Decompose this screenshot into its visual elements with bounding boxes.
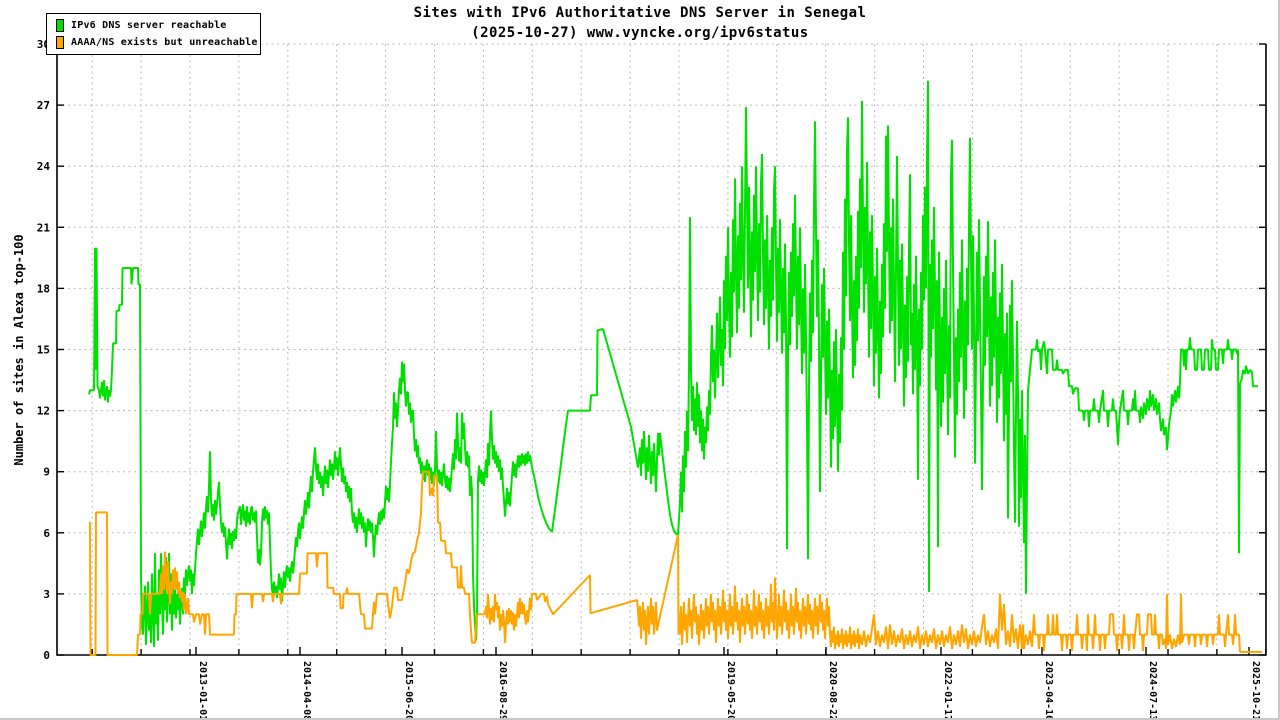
x-tick-label: 2016-08-29 — [497, 661, 508, 720]
legend-swatch-orange — [56, 36, 64, 49]
legend-label-reachable: IPv6 DNS server reachable — [71, 20, 227, 31]
x-tick-label: 2022-01-17 — [942, 661, 953, 720]
x-tick-label: 2015-06-20 — [403, 661, 414, 720]
x-tick-label: 2025-10-21 — [1250, 661, 1261, 720]
series-lines — [88, 80, 1262, 656]
y-tick-label: 27 — [37, 99, 50, 112]
x-tick-label: 2014-04-08 — [301, 661, 312, 720]
chart-subtitle: (2025-10-27) www.vyncke.org/ipv6status — [471, 25, 809, 41]
grid-lines — [57, 43, 1267, 655]
axes — [56, 43, 1267, 656]
x-tick-label: 2013-01-01 — [197, 661, 208, 720]
y-tick-label: 12 — [37, 405, 50, 418]
x-tick-label: 2020-08-22 — [827, 661, 838, 720]
y-tick-label: 6 — [43, 527, 50, 540]
series-unreachable — [89, 470, 1262, 656]
y-axis-title: Number of sites in Alexa top-100 — [12, 234, 26, 466]
x-tick-label: 2024-07-13 — [1147, 661, 1158, 720]
chart-title: Sites with IPv6 Authoritative DNS Server… — [413, 5, 867, 21]
y-tick-label: 24 — [37, 160, 51, 173]
y-tick-label: 9 — [43, 466, 50, 479]
y-tick-label: 21 — [37, 221, 51, 234]
series-reachable — [88, 80, 1258, 647]
legend-item-unreachable: AAAA/NS exists but unreachable — [47, 34, 260, 51]
y-tick-label: 3 — [43, 588, 50, 601]
y-tick-label: 18 — [37, 282, 50, 295]
legend-swatch-green — [56, 19, 64, 32]
legend-item-reachable: IPv6 DNS server reachable — [47, 17, 260, 34]
chart-header: Sites with IPv6 Authoritative DNS Server… — [0, 5, 1278, 41]
y-tick-label: 0 — [43, 649, 50, 662]
x-tick-label: 2019-05-20 — [725, 661, 736, 720]
legend: IPv6 DNS server reachable AAAA/NS exists… — [46, 13, 261, 55]
plot-border — [56, 44, 1267, 656]
x-tick-label: 2023-04-16 — [1043, 661, 1054, 720]
y-tick-label: 15 — [37, 344, 50, 357]
legend-label-unreachable: AAAA/NS exists but unreachable — [71, 37, 258, 48]
